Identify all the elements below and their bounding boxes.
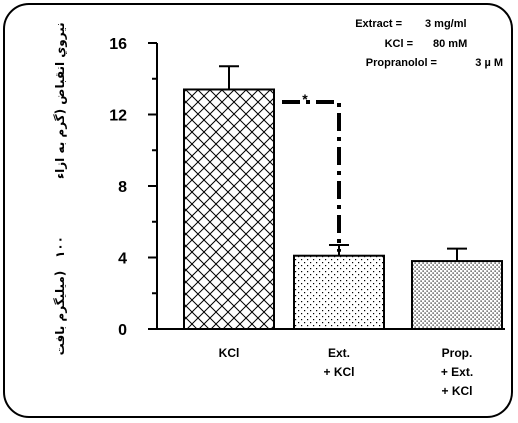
x-tick-label: + KCl [441, 384, 472, 398]
annotation-label: KCl = [385, 38, 413, 50]
annotation-value: 3 µ M [475, 57, 503, 69]
annotation-value: 3 mg/ml [425, 18, 467, 30]
bar [183, 88, 275, 330]
x-tick-label: Prop. [442, 346, 473, 360]
y-axis-label-part-3: ميليگرم بافت) [53, 270, 67, 356]
x-tick-label: + Ext. [441, 365, 473, 379]
y-axis-label-part-1: نيروي انقباض (گرم به ازاء [53, 22, 67, 179]
y-tick-label: 12 [109, 108, 127, 125]
significance-bracket [282, 100, 341, 252]
bar [293, 254, 385, 330]
x-tick-label: + KCl [323, 365, 354, 379]
annotation-label: Extract = [355, 18, 402, 30]
bar [411, 260, 503, 331]
y-tick-label: 0 [118, 322, 127, 339]
y-tick-label: 16 [109, 36, 127, 53]
x-tick-label: KCl [219, 346, 240, 360]
annotation-label: Propranolol = [366, 57, 437, 69]
significance-label: * [302, 91, 308, 107]
x-tick-label: Ext. [328, 346, 350, 360]
y-axis-label-part-2: ۱۰۰ [53, 236, 67, 258]
annotation-value: 80 mM [433, 38, 467, 50]
y-tick-label: 4 [118, 251, 127, 268]
y-tick-label: 8 [118, 179, 127, 196]
